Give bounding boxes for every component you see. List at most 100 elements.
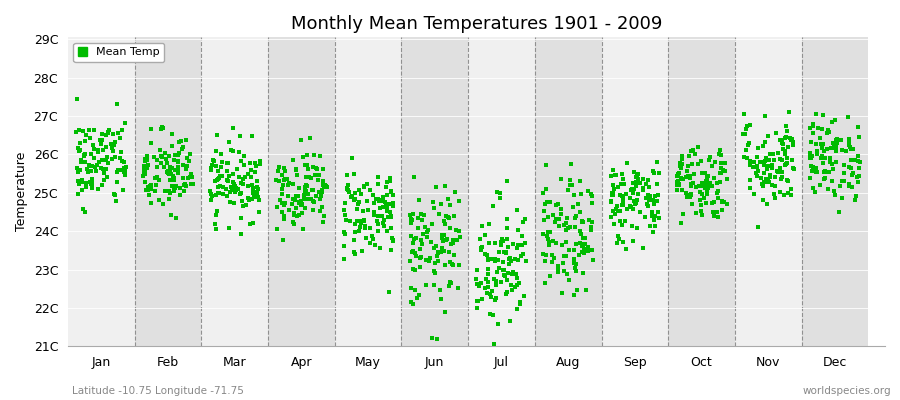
Point [609,206,624,213]
Point [851,158,866,164]
Point [428,183,443,190]
Point [384,235,399,241]
Point [300,152,314,158]
Point [805,153,819,160]
Point [272,164,286,170]
Point [314,192,328,199]
Point [569,240,583,247]
Point [365,236,380,242]
Point [84,168,98,174]
Point [444,280,458,286]
Point [86,185,100,191]
Point [155,154,169,160]
Point [246,190,260,196]
Point [750,164,764,170]
Point [673,165,688,171]
Bar [135,37,202,346]
Point [822,169,836,175]
Point [409,266,423,273]
Point [289,166,303,172]
Point [138,156,152,162]
Point [850,174,865,180]
Point [604,173,618,179]
Point [136,173,150,179]
Point [101,160,115,166]
Point [238,202,253,208]
Point [773,165,788,172]
Point [578,240,592,247]
Point [742,162,757,168]
Point [72,127,86,134]
Point [220,168,234,174]
Point [428,268,442,274]
Point [275,185,290,192]
Point [768,173,782,180]
Point [709,190,724,196]
Point [765,165,779,172]
Point [110,179,124,185]
Point [233,215,248,221]
Point [829,136,843,143]
Point [672,163,687,170]
Point [427,282,441,288]
Point [738,131,752,138]
Point [546,238,561,244]
Point [616,238,630,245]
Point [491,249,506,256]
Point [85,179,99,186]
Point [343,218,357,224]
Point [755,183,770,189]
Point [845,170,859,176]
Point [808,111,823,117]
Point [229,185,243,191]
Point [719,201,733,207]
Point [73,139,87,146]
Point [584,227,598,233]
Point [205,193,220,199]
Point [158,150,172,156]
Point [383,214,398,220]
Point [406,248,420,254]
Point [541,236,555,242]
Point [99,132,113,138]
Point [809,165,824,171]
Point [85,176,99,182]
Point [627,201,642,208]
Point [546,254,561,261]
Point [650,159,664,166]
Point [274,200,289,206]
Point [834,146,849,153]
Point [760,162,775,169]
Point [481,271,495,277]
Point [302,135,317,142]
Point [695,170,709,176]
Point [166,176,181,183]
Point [786,165,800,172]
Text: Latitude -10.75 Longitude -71.75: Latitude -10.75 Longitude -71.75 [72,386,244,396]
Point [700,172,715,179]
Point [478,231,492,238]
Point [706,208,720,215]
Point [163,177,177,183]
Point [753,159,768,165]
Point [631,171,645,177]
Point [137,165,151,172]
Point [518,292,532,299]
Point [96,170,111,177]
Point [693,197,707,203]
Point [822,129,836,135]
Point [154,153,168,160]
Bar [601,37,668,346]
Point [76,153,91,159]
Point [826,188,841,194]
Point [753,175,768,182]
Point [179,155,194,161]
Point [203,165,218,171]
Point [548,219,562,225]
Point [73,146,87,153]
Point [86,146,101,152]
Point [612,236,626,242]
Point [315,189,329,196]
Point [220,176,234,183]
Point [579,286,593,293]
